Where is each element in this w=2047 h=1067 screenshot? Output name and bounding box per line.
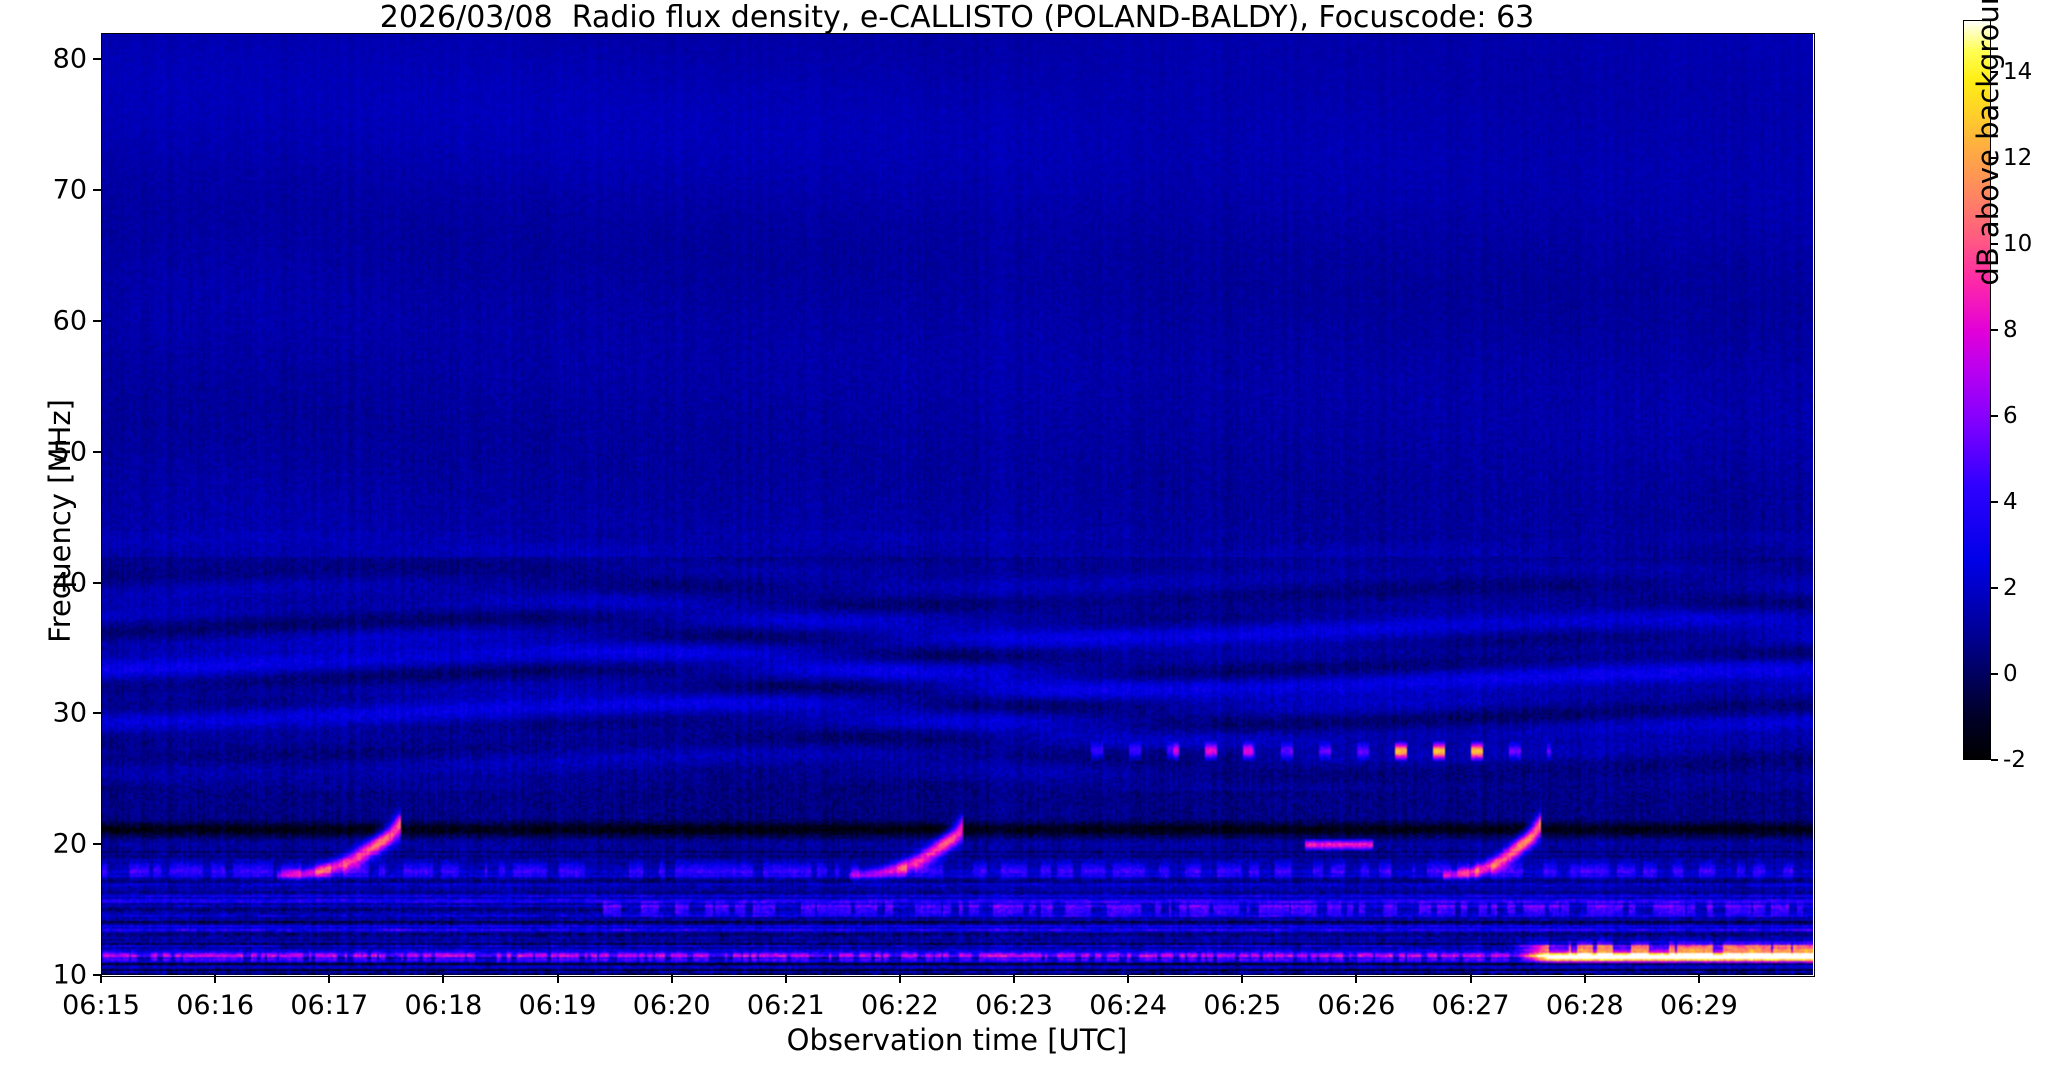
page-title: 2026/03/08 Radio flux density, e-CALLIST…: [379, 0, 1535, 35]
x-tick-label: 06:26: [1317, 990, 1396, 1021]
x-tick-mark: [1697, 975, 1700, 983]
y-tick-label: 20: [52, 828, 87, 860]
colorbar-tick-label: 2: [2003, 574, 2018, 601]
colorbar-tick-mark: [1991, 414, 1998, 417]
x-tick-label: 06:21: [746, 990, 825, 1021]
x-tick-mark: [1127, 975, 1130, 983]
spectrogram-image: [101, 33, 1813, 975]
colorbar-tick-label: -2: [2003, 747, 2026, 773]
x-tick-mark: [1583, 975, 1586, 983]
y-tick-label: 50: [52, 436, 87, 468]
x-tick-label: 06:22: [861, 990, 939, 1021]
y-tick-label: 40: [52, 567, 87, 598]
colorbar-tick-mark: [1991, 672, 1998, 675]
x-tick-mark: [214, 975, 217, 983]
x-tick-mark: [328, 975, 331, 983]
colorbar-tick-mark: [1991, 500, 1998, 503]
x-tick-label: 06:17: [290, 990, 369, 1021]
x-tick-mark: [1013, 975, 1016, 983]
colorbar-tick-mark: [1991, 328, 1998, 331]
x-tick-label: 06:28: [1545, 990, 1624, 1021]
y-tick-mark: [93, 189, 101, 191]
x-tick-label: 06:23: [975, 990, 1053, 1021]
y-tick-mark: [93, 712, 101, 715]
y-tick-label: 10: [52, 959, 87, 991]
x-tick-mark: [1469, 975, 1472, 983]
y-tick-mark: [93, 581, 101, 584]
colorbar-tick-label: 4: [2003, 488, 2018, 515]
colorbar-tick-label: 10: [2003, 230, 2033, 257]
colorbar-tick-label: 14: [2003, 58, 2033, 85]
x-tick-mark: [556, 975, 559, 983]
x-tick-mark: [100, 975, 102, 983]
x-tick-label: 06:16: [176, 990, 255, 1021]
y-tick-mark: [93, 843, 101, 846]
colorbar-tick-label: 0: [2003, 660, 2018, 687]
colorbar-gradient: [1963, 20, 1991, 760]
x-tick-mark: [784, 975, 787, 983]
colorbar-tick-mark: [1991, 586, 1998, 589]
y-axis-label: Frequency [MHz]: [43, 399, 77, 643]
x-tick-label: 06:29: [1659, 990, 1738, 1021]
x-tick-label: 06:18: [404, 990, 483, 1021]
colorbar-label: dB above background: [1971, 0, 2005, 286]
colorbar-tick-label: 8: [2003, 316, 2018, 343]
x-tick-label: 06:27: [1431, 990, 1510, 1021]
x-tick-label: 06:25: [1203, 990, 1282, 1021]
y-tick-mark: [93, 974, 101, 976]
y-tick-mark: [93, 450, 101, 453]
x-tick-mark: [1355, 975, 1358, 983]
colorbar-tick-mark: [1991, 70, 1998, 73]
x-tick-mark: [898, 975, 901, 983]
y-tick-mark: [93, 319, 101, 322]
colorbar[interactable]: -2 0 2 4 6 8 10 12 14: [1963, 20, 2032, 773]
colorbar-tick-label: 12: [2003, 144, 2033, 171]
y-tick-label: 80: [52, 43, 87, 75]
y-tick-label: 60: [52, 305, 87, 337]
colorbar-tick-mark: [1991, 156, 1998, 159]
spectrogram-plot[interactable]: [101, 33, 1813, 975]
y-tick-mark: [93, 58, 101, 61]
x-tick-label: 06:20: [632, 990, 711, 1021]
colorbar-tick-mark: [1991, 242, 1998, 245]
x-axis-label: Observation time [UTC]: [786, 1023, 1128, 1057]
x-tick-mark: [670, 975, 673, 983]
x-tick-mark: [442, 975, 445, 983]
colorbar-tick-mark: [1991, 759, 1998, 761]
y-tick-label: 70: [52, 174, 87, 206]
x-tick-label: 06:24: [1089, 990, 1168, 1021]
y-tick-label: 30: [52, 697, 87, 729]
colorbar-tick-label: 6: [2003, 402, 2018, 429]
x-tick-label: 06:19: [518, 990, 597, 1021]
x-tick-mark: [1241, 975, 1244, 983]
x-tick-label: 06:15: [62, 990, 140, 1021]
